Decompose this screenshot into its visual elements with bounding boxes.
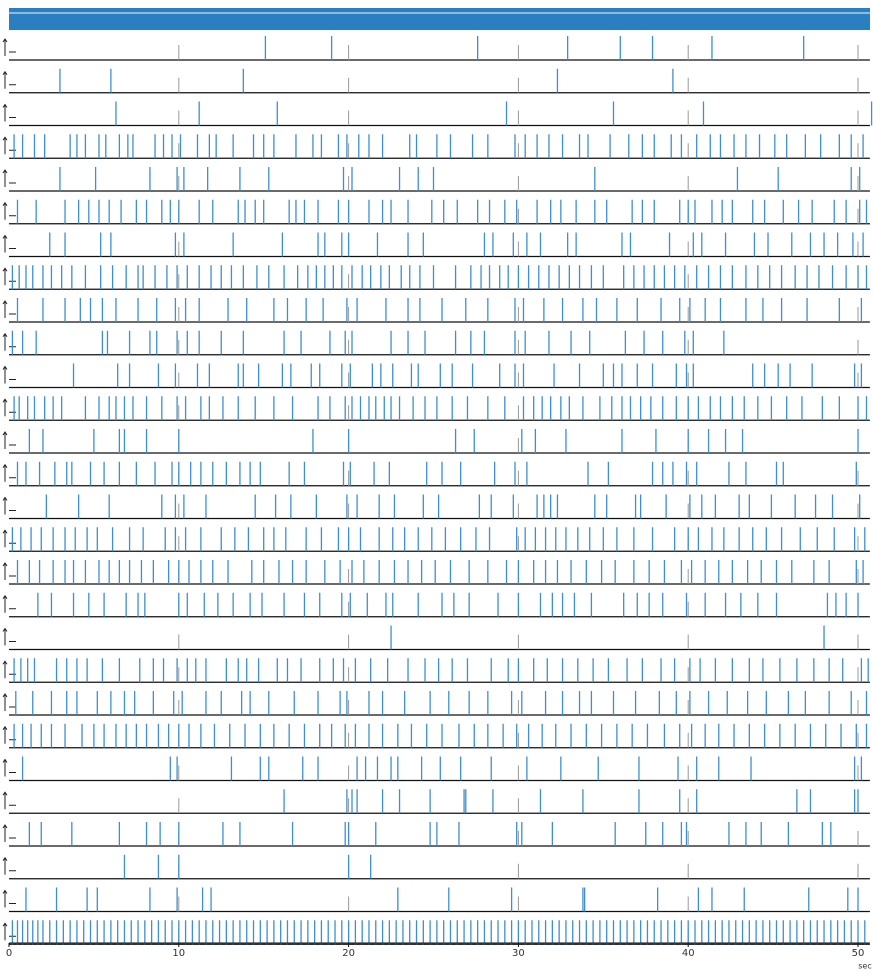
row-icon (2, 627, 16, 646)
row-icon (2, 38, 16, 56)
overview-highlight (9, 12, 870, 14)
row-icon (2, 529, 16, 548)
row-icon (2, 889, 16, 908)
row-icon (2, 398, 16, 417)
row-icon (2, 824, 16, 842)
x-axis-label: sec (858, 962, 872, 971)
row-icon (2, 431, 16, 449)
row-icon (2, 169, 16, 187)
row-icon (2, 332, 16, 351)
x-tick-label: 20 (342, 948, 355, 959)
row-icon (2, 136, 16, 155)
row-icon (2, 594, 16, 613)
x-tick-label: 30 (512, 948, 525, 959)
row-icon (2, 758, 16, 777)
row-icon (2, 267, 16, 286)
row-icon (2, 693, 16, 711)
row-icon (2, 201, 16, 220)
x-tick-label: 50 (852, 948, 865, 959)
row-icon (2, 103, 16, 122)
row-icon (2, 70, 16, 89)
overview-strip (9, 8, 870, 30)
row-icon (2, 856, 16, 875)
row-icon (2, 496, 16, 515)
row-icon (2, 463, 16, 482)
row-icon (2, 791, 16, 810)
row-icon (2, 365, 16, 384)
row-icon (2, 300, 16, 318)
row-icon (2, 922, 16, 941)
x-tick-label: 0 (6, 948, 12, 959)
x-tick-label: 10 (172, 948, 185, 959)
row-icon (2, 234, 16, 253)
row-icon (2, 725, 16, 744)
row-icon (2, 660, 16, 679)
row-icon (2, 562, 16, 580)
x-tick-label: 40 (682, 948, 695, 959)
